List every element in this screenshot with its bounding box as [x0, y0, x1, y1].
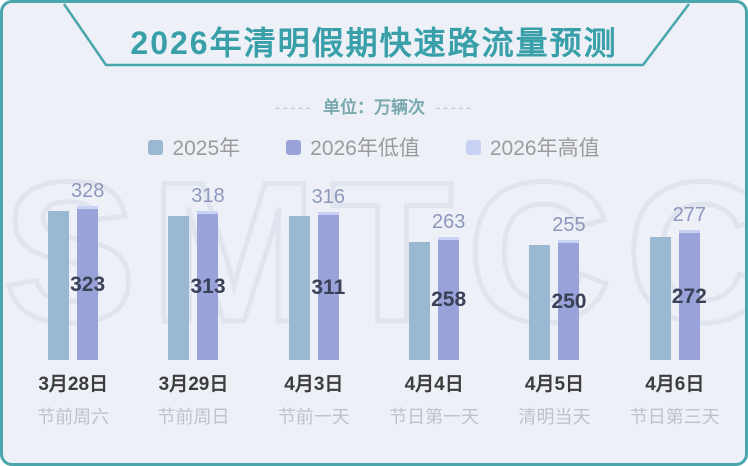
bar-group: 277 272 4月6日节日第三天 [615, 204, 735, 429]
date-label: 4月3日 [284, 374, 344, 395]
bar-group: 318 313 3月29日节前周日 [133, 185, 253, 429]
date-label: 4月5日 [524, 374, 585, 395]
low-value-label: 272 [671, 284, 707, 308]
bar-2026-high-cap [77, 206, 99, 209]
high-value-label: 328 [70, 180, 105, 202]
bar-2026-low: 311 [311, 215, 345, 360]
bar-group: 316 311 4月3日节前一天 [254, 186, 374, 429]
date-label: 3月29日 [158, 374, 229, 395]
bar-2025 [288, 216, 310, 360]
bar-pair: 277 272 [649, 204, 707, 360]
legend-item-label: 2026年低值 [310, 137, 420, 160]
legend-swatch-icon [286, 139, 302, 155]
bar-pair: 316 311 [288, 186, 345, 360]
unit-label-row: ----- 单位：万辆次 ----- [3, 93, 745, 118]
date-label: 4月4日 [404, 374, 464, 395]
page-title: 2026年清明假期快速路流量预测 [130, 25, 618, 61]
unit-label: 单位：万辆次 [323, 98, 425, 117]
high-value-label: 277 [672, 204, 706, 226]
high-value-label: 255 [552, 214, 586, 236]
high-value-label: 263 [431, 211, 466, 233]
bar-2026-stack: 263 258 [431, 211, 466, 360]
low-value-label: 311 [311, 275, 346, 299]
title-banner [62, 3, 690, 67]
bar-group: 255 250 4月5日清明当天 [494, 214, 614, 429]
bar-2026-low: 323 [70, 209, 105, 360]
bar-2026-low: 250 [551, 243, 586, 360]
legend-swatch-icon [465, 139, 481, 155]
low-value-label: 250 [551, 289, 587, 313]
bar-group: 263 258 4月4日节日第一天 [374, 211, 494, 429]
day-desc-label: 清明当天 [518, 407, 591, 427]
bar-2026-low: 313 [190, 214, 226, 360]
bar-2026-high-cap [197, 211, 219, 214]
high-value-label: 318 [191, 185, 225, 207]
bar-2026-stack: 255 250 [551, 214, 586, 360]
legend-item-0: 2025年 [148, 132, 240, 162]
bar-pair: 318 313 [168, 185, 226, 360]
bar-pair: 255 250 [529, 214, 586, 360]
low-value-label: 258 [431, 288, 467, 311]
bar-2026-stack: 277 272 [672, 204, 707, 360]
bar-2026-high-cap [678, 230, 700, 233]
bar-2026-low: 272 [672, 233, 707, 360]
day-desc-label: 节前周日 [157, 407, 230, 427]
bar-2026-high-cap [317, 212, 339, 215]
bar-2026-stack: 328 323 [70, 180, 105, 360]
bar-pair: 263 258 [409, 211, 466, 360]
bar-2026-low: 258 [431, 240, 466, 360]
high-value-label: 316 [311, 186, 345, 208]
legend-item-label: 2026年高值 [489, 137, 600, 160]
bar-2026-high-cap [438, 237, 460, 240]
legend-swatch-icon [148, 139, 164, 155]
date-label: 4月6日 [645, 374, 705, 395]
low-value-label: 323 [70, 272, 106, 296]
day-desc-label: 节前一天 [277, 407, 350, 427]
bar-2026-high-cap [558, 240, 580, 243]
bar-2026-stack: 318 313 [190, 185, 226, 360]
bar-2025 [168, 216, 190, 360]
bar-pair: 328 323 [48, 180, 105, 360]
day-desc-label: 节前周六 [37, 407, 110, 427]
bar-chart: 328 323 3月28日节前周六 318 313 3月29日节前周日 316 311 4月3日… [13, 180, 735, 429]
legend-item-2: 2026年高值 [465, 132, 600, 162]
bar-2025 [529, 245, 551, 360]
bar-2025 [48, 211, 70, 360]
bar-2025 [409, 242, 431, 360]
bar-group: 328 323 3月28日节前周六 [13, 180, 133, 429]
day-desc-label: 节日第三天 [629, 407, 720, 427]
unit-dashes-right: ----- [435, 98, 474, 117]
bar-2025 [649, 237, 671, 360]
legend-item-label: 2025年 [172, 137, 241, 160]
legend: 2025年 2026年低值 2026年高值 [3, 132, 745, 162]
low-value-label: 313 [190, 275, 226, 298]
date-label: 3月28日 [38, 374, 109, 395]
legend-item-1: 2026年低值 [286, 132, 420, 162]
unit-dashes-left: ----- [274, 98, 313, 117]
day-desc-label: 节日第一天 [389, 407, 480, 427]
bar-2026-stack: 316 311 [311, 186, 345, 360]
